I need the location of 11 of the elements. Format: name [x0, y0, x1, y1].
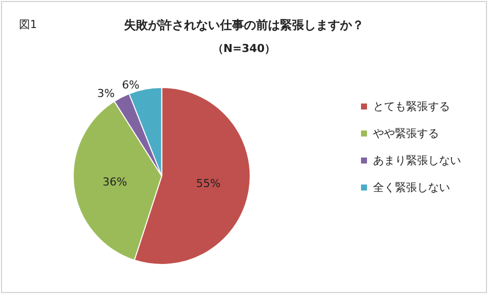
caption: 図1 — [19, 18, 37, 31]
legend-label: とても緊張する — [373, 100, 450, 113]
data-label: 6% — [122, 78, 140, 92]
chart-title: 失敗が許されない仕事の前は緊張しますか？ — [124, 18, 364, 32]
legend-label: あまり緊張しない — [373, 154, 461, 167]
chart-subtitle: （N=340） — [212, 42, 276, 55]
data-label: 36% — [102, 175, 128, 188]
data-label: 55% — [196, 176, 221, 190]
data-label: 3% — [97, 87, 115, 100]
legend-label: 全く緊張しない — [373, 181, 450, 194]
legend-label: やや緊張する — [373, 127, 439, 140]
